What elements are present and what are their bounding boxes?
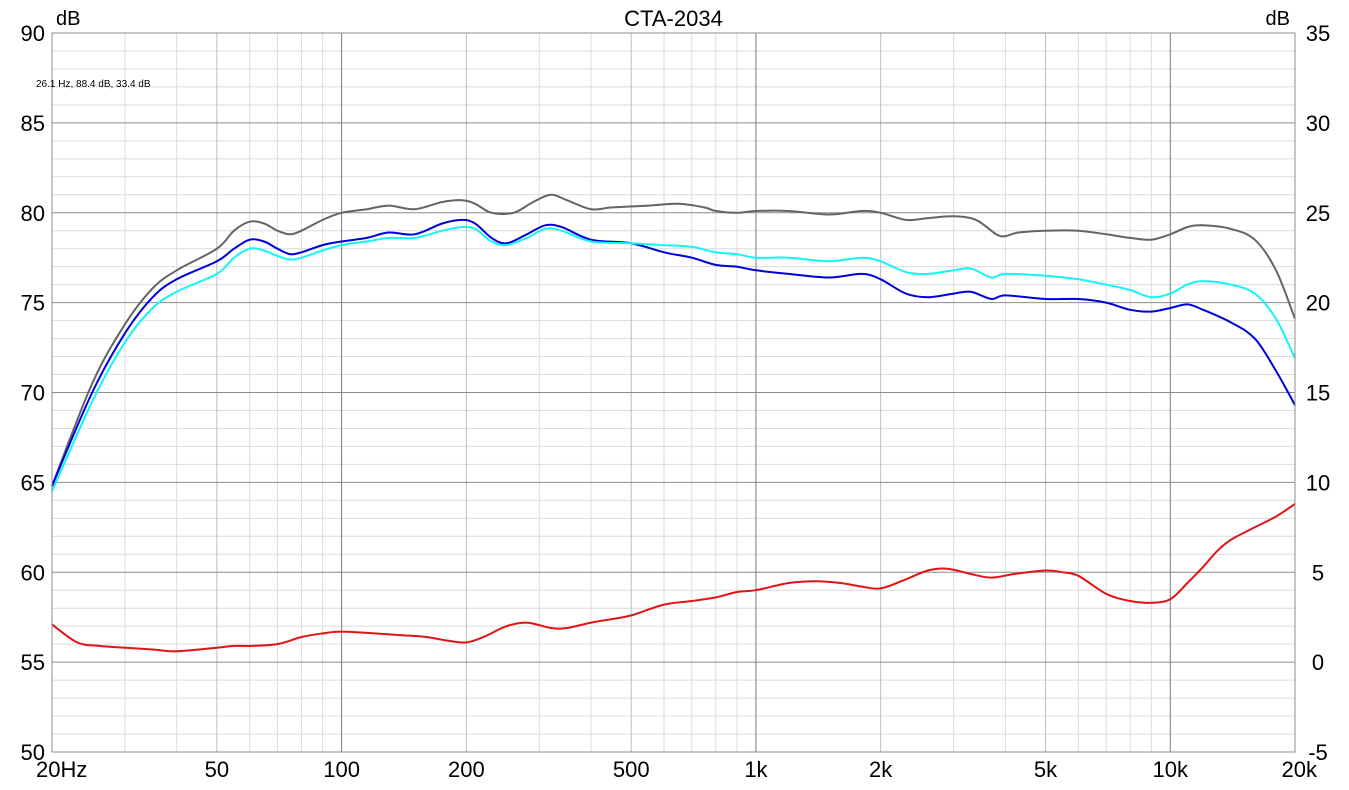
left-y-tick-label: 50 (21, 740, 45, 765)
left-y-tick-label: 55 (21, 650, 45, 675)
chart-title: CTA-2034 (624, 6, 723, 31)
cursor-readout: 26.1 Hz, 88.4 dB, 33.4 dB (36, 79, 151, 90)
right-axis-unit: dB (1266, 8, 1290, 30)
x-tick-label: 50 (205, 757, 229, 782)
right-y-tick-label: 25 (1306, 201, 1330, 226)
x-tick-label: 10k (1153, 757, 1189, 782)
left-y-tick-label: 90 (21, 21, 45, 46)
right-y-tick-label: 10 (1306, 470, 1330, 495)
left-y-tick-label: 65 (21, 470, 45, 495)
x-tick-labels: 20Hz 50 100 200 500 1k 2k 5k 10k 20k (36, 757, 1318, 782)
series-line-2 (51, 218, 1296, 487)
right-y-tick-label: -5 (1308, 740, 1328, 765)
right-y-tick-label: 35 (1306, 21, 1330, 46)
x-tick-label: 1k (744, 757, 768, 782)
plot-frame (51, 32, 1296, 753)
left-axis-unit: dB (56, 8, 80, 30)
left-y-tick-label: 80 (21, 201, 45, 226)
x-tick-label: 100 (323, 757, 360, 782)
x-tick-label: 2k (869, 757, 893, 782)
series-line-4 (51, 503, 1296, 653)
series-line-3 (51, 225, 1296, 492)
left-y-tick-labels: 50 55 60 65 70 75 80 85 90 (21, 21, 45, 765)
x-tick-label: 500 (613, 757, 650, 782)
series-line-1 (51, 193, 1296, 487)
right-y-tick-label: 15 (1306, 381, 1330, 406)
left-y-tick-label: 75 (21, 291, 45, 316)
left-y-tick-label: 85 (21, 111, 45, 136)
right-y-tick-label: 5 (1312, 560, 1324, 585)
x-tick-label: 5k (1034, 757, 1058, 782)
right-y-tick-label: 30 (1306, 111, 1330, 136)
series-layer (51, 193, 1296, 653)
x-tick-label: 200 (448, 757, 485, 782)
left-y-tick-label: 60 (21, 560, 45, 585)
right-y-tick-labels: -5 0 5 10 15 20 25 30 35 (1306, 21, 1330, 765)
x-tick-label: 20k (1282, 757, 1318, 782)
right-y-tick-label: 0 (1312, 650, 1324, 675)
left-y-tick-label: 70 (21, 381, 45, 406)
right-y-tick-label: 20 (1306, 291, 1330, 316)
major-grid (52, 33, 1295, 752)
x-tick-label: 20Hz (36, 757, 87, 782)
